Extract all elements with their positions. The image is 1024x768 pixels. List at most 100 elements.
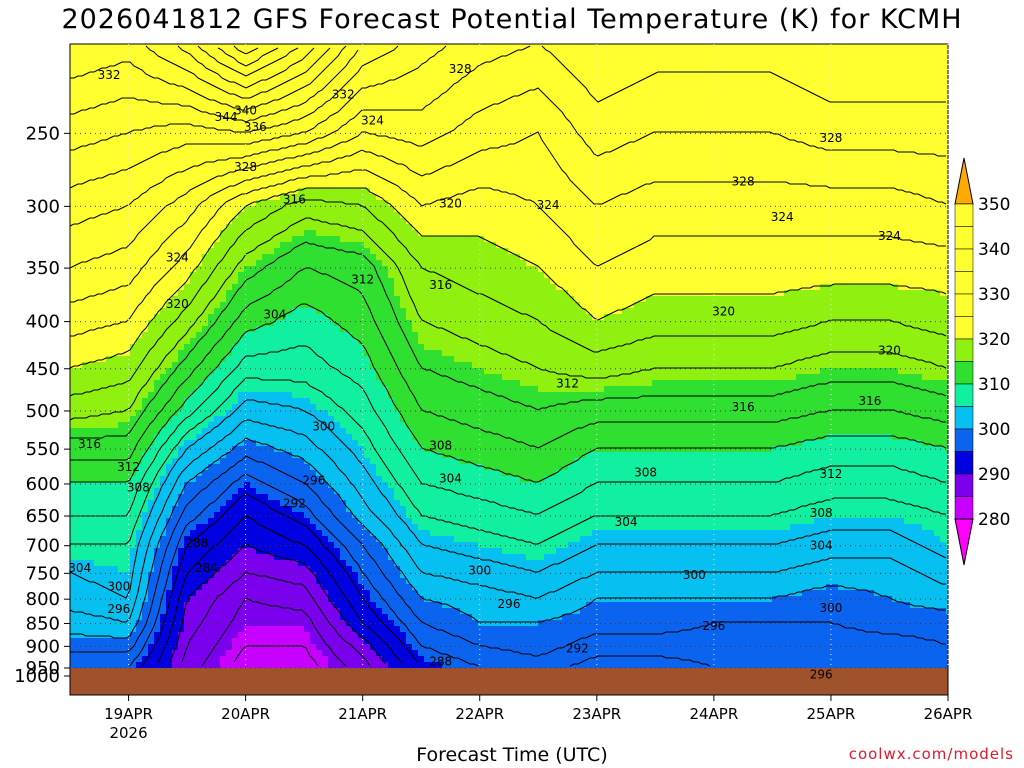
contour-label: 316 — [78, 437, 101, 451]
contour-label: 316 — [859, 394, 882, 408]
contour-label: 320 — [712, 304, 735, 318]
y-tick-label: 950 — [26, 658, 60, 679]
contour-296 — [129, 473, 711, 667]
colorbar-label: 300 — [978, 420, 1010, 440]
contour-302 — [69, 419, 946, 623]
y-tick-label: 250 — [26, 123, 60, 144]
contour-294 — [141, 493, 419, 667]
contour-label: 300 — [107, 579, 130, 593]
colorbar-segment — [954, 451, 974, 475]
contour-label: 324 — [361, 113, 384, 127]
contour-label: 312 — [351, 272, 374, 286]
colorbar-label: 340 — [978, 240, 1010, 260]
contour-label: 320 — [878, 344, 901, 358]
contour-308 — [70, 345, 946, 517]
contour-label: 304 — [263, 308, 286, 322]
colorbar-top-arrow — [954, 157, 974, 205]
contour-label: 288 — [185, 536, 208, 550]
contour-304 — [69, 399, 947, 599]
contour-label: 308 — [429, 438, 452, 452]
contour-320 — [69, 187, 947, 369]
y-tick-label: 500 — [26, 401, 60, 422]
contour-318 — [69, 199, 947, 397]
contour-label: 296 — [302, 474, 325, 488]
contour-334 — [70, 49, 359, 123]
contour-label: 344 — [215, 110, 238, 124]
colorbar-label: 350 — [978, 195, 1010, 215]
colorbar: 280 290 300 310 320 330 340 350 — [954, 157, 1010, 566]
contour-label: 328 — [819, 131, 842, 145]
contour-label: 300 — [683, 568, 706, 582]
contour-338 — [145, 45, 331, 99]
contour-label: 296 — [107, 602, 130, 616]
contour-286 — [201, 597, 347, 667]
y-tick-label: 750 — [26, 563, 60, 584]
colorbar-segment — [954, 248, 974, 272]
contour-label: 308 — [810, 506, 833, 520]
y-tick-label: 400 — [26, 312, 60, 333]
contour-322 — [70, 169, 946, 337]
contour-300 — [70, 437, 946, 639]
contour-label: 328 — [234, 160, 257, 174]
y-tick-label: 800 — [26, 589, 60, 610]
colorbar-label: 310 — [978, 375, 1010, 395]
contour-label: 296 — [498, 597, 521, 611]
contour-label: 316 — [429, 278, 452, 292]
contour-336 — [70, 45, 347, 111]
contour-label: 312 — [556, 377, 579, 391]
contour-label: 304 — [439, 472, 462, 486]
y-tick-label: 300 — [26, 196, 60, 217]
y-tick-label: 1000 — [14, 666, 60, 687]
y-tick-label: 900 — [26, 636, 60, 657]
colorbar-label: 290 — [978, 465, 1010, 485]
contour-label: 304 — [810, 539, 833, 553]
x-tick-label: 26APR — [924, 705, 973, 723]
x-tick-label: 22APR — [455, 705, 504, 723]
contour-288 — [181, 571, 371, 667]
colorbar-segment — [954, 496, 974, 520]
colorbar-label: 280 — [978, 510, 1010, 530]
y-tick-label: 650 — [26, 506, 60, 527]
colorbar-label: 330 — [978, 285, 1010, 305]
x-tick-sublabel: 2026 — [109, 724, 147, 742]
contour-label: 324 — [166, 251, 189, 265]
colorbar-bottom-arrow — [954, 518, 974, 566]
contour-label: 292 — [566, 642, 589, 656]
colorbar-segment — [954, 361, 974, 385]
colorbar-segment — [954, 293, 974, 317]
contour-332 — [70, 45, 399, 151]
contour-label: 300 — [819, 601, 842, 615]
contour-label: 316 — [283, 193, 306, 207]
contour-label: 312 — [819, 467, 842, 481]
contour-label: 300 — [468, 564, 491, 578]
contour-label: 324 — [878, 229, 901, 243]
colorbar-segment — [954, 316, 974, 340]
contour-label: 312 — [117, 460, 140, 474]
contour-label: 336 — [244, 120, 267, 134]
contour-326 — [69, 87, 946, 269]
contour-label: 304 — [615, 515, 638, 529]
contour-label: 304 — [68, 561, 91, 575]
contour-label: 292 — [283, 497, 306, 511]
contour-label: 332 — [332, 88, 355, 102]
x-tick-label: 21APR — [338, 705, 387, 723]
contour-344 — [217, 47, 279, 67]
contour-310 — [70, 303, 947, 483]
contour-label: 324 — [771, 210, 794, 224]
contour-label: 308 — [634, 465, 657, 479]
y-tick-label: 450 — [26, 359, 60, 380]
contour-label: 328 — [449, 62, 472, 76]
x-tick-label: 25APR — [807, 705, 856, 723]
contour-290 — [169, 543, 387, 665]
contour-306 — [70, 377, 946, 545]
contour-label: 296 — [810, 667, 833, 681]
contour-label: 332 — [98, 68, 121, 82]
y-tick-label: 850 — [26, 613, 60, 634]
colorbar-segment — [954, 428, 974, 452]
contour-label: 296 — [702, 619, 725, 633]
contour-label: 340 — [234, 103, 257, 117]
credit-link[interactable]: coolwx.com/models — [848, 745, 1014, 763]
contour-label: 288 — [429, 655, 452, 669]
colorbar-segment — [954, 338, 974, 362]
